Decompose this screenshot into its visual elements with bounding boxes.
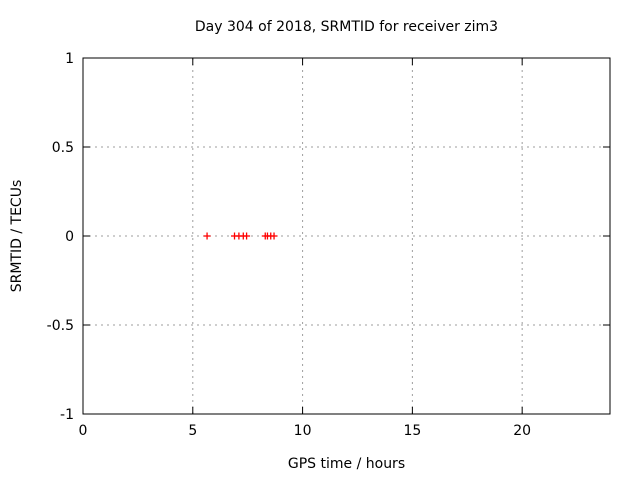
x-tick-label: 5 bbox=[188, 423, 197, 439]
y-tick-label: 1 bbox=[65, 51, 74, 67]
y-tick-label: 0 bbox=[65, 229, 74, 245]
chart-title: Day 304 of 2018, SRMTID for receiver zim… bbox=[194, 19, 499, 35]
x-tick-label: 10 bbox=[294, 423, 312, 439]
y-tick-label: 0.5 bbox=[52, 140, 74, 156]
x-axis-title: GPS time / hours bbox=[287, 456, 406, 472]
y-tick-label: -1 bbox=[60, 407, 74, 423]
y-tick-label: -0.5 bbox=[47, 318, 74, 334]
x-tick-label: 15 bbox=[403, 423, 421, 439]
x-tick-label: 20 bbox=[513, 423, 531, 439]
x-tick-label: 0 bbox=[79, 423, 88, 439]
